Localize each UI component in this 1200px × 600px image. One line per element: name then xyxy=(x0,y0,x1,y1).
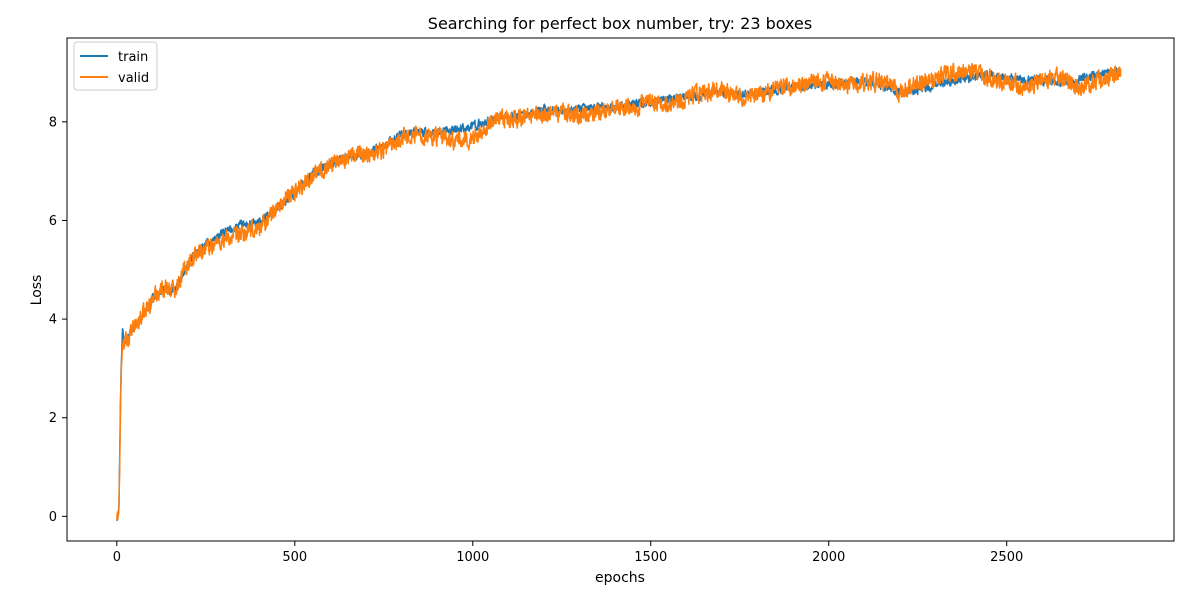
legend: train valid xyxy=(73,41,158,91)
chart-title: Searching for perfect box number, try: 2… xyxy=(428,14,812,33)
y-axis-ticks: 0 2 4 6 8 xyxy=(49,115,67,525)
y-tick-label: 6 xyxy=(49,214,57,229)
y-tick-label: 0 xyxy=(49,510,57,525)
x-tick-label: 2500 xyxy=(990,550,1023,565)
plot-area xyxy=(66,37,1175,542)
x-tick-label: 500 xyxy=(282,550,307,565)
y-tick-label: 8 xyxy=(49,115,57,130)
legend-label-train: train xyxy=(118,50,148,65)
x-tick-label: 1000 xyxy=(456,550,489,565)
y-tick-label: 2 xyxy=(49,411,57,426)
axes-frame xyxy=(66,37,1175,542)
x-tick-label: 1500 xyxy=(634,550,667,565)
x-axis-label: epochs xyxy=(595,570,645,586)
y-axis-label: Loss xyxy=(29,275,45,306)
series-line-valid xyxy=(116,62,1122,521)
legend-label-valid: valid xyxy=(118,71,149,86)
x-tick-label: 2000 xyxy=(812,550,845,565)
y-tick-label: 4 xyxy=(49,313,57,328)
x-tick-label: 0 xyxy=(113,550,121,565)
series-layer xyxy=(116,62,1122,522)
x-axis-ticks: 0 500 1000 1500 2000 2500 xyxy=(113,541,1023,565)
